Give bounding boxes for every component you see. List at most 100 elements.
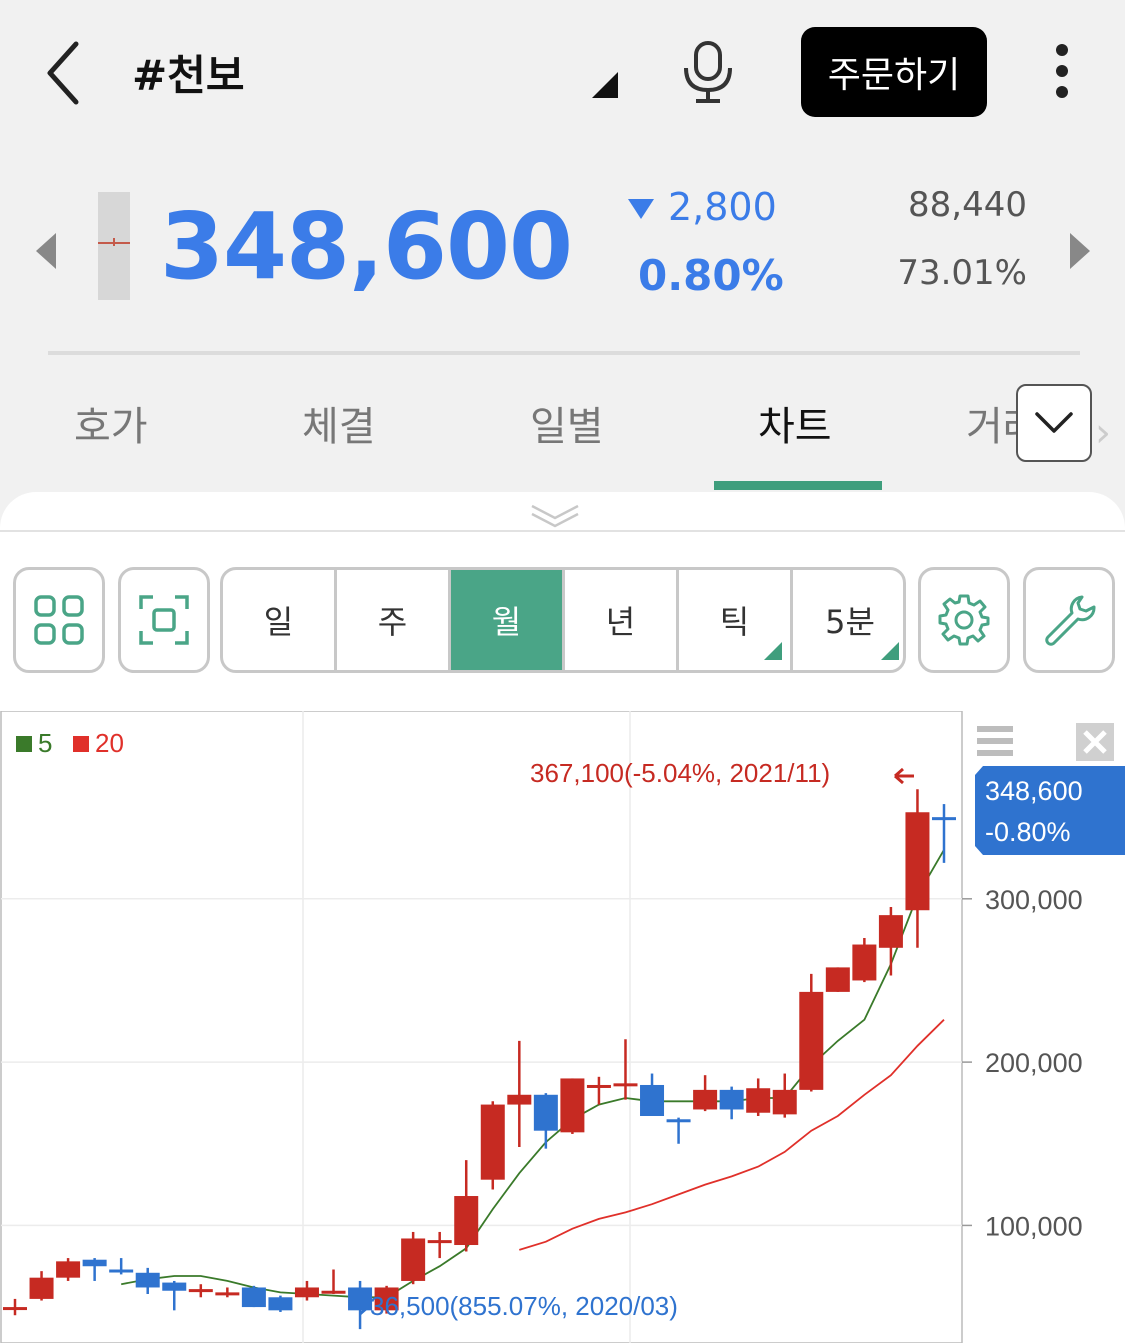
chart-settings-button[interactable] [918, 567, 1010, 673]
price-change-pct: 0.80% [638, 251, 784, 300]
candle [294, 1280, 319, 1301]
candle [640, 1073, 665, 1117]
candle [480, 1101, 505, 1190]
down-triangle-icon [628, 199, 654, 219]
max-arrow-icon [894, 767, 914, 785]
candle [905, 789, 930, 948]
candle [586, 1076, 611, 1105]
tab-chart[interactable]: 차트 [758, 404, 832, 450]
max-price-annotation: 367,100(-5.04%, 2021/11) [530, 758, 830, 788]
candle [109, 1258, 134, 1275]
collapse-grip-icon[interactable] [530, 500, 580, 530]
candle [533, 1093, 558, 1149]
y-tick-label: 100,000 [985, 1211, 1083, 1241]
legend-ma5-swatch [16, 736, 32, 752]
period-week[interactable]: 주 [337, 570, 451, 670]
candle [427, 1231, 452, 1259]
candle [666, 1117, 691, 1144]
wrench-icon [1045, 595, 1096, 646]
y-tick-label: 200,000 [985, 1048, 1083, 1078]
price-change: 2,800 [668, 185, 777, 229]
candle [374, 1285, 399, 1314]
current-price: 348,600 [160, 193, 573, 300]
candle [135, 1267, 160, 1295]
legend-ma20-swatch [73, 736, 89, 752]
active-tab-indicator [714, 481, 882, 490]
tab-orderbook[interactable]: 호가 [74, 404, 148, 450]
period-5min[interactable]: 5분 [793, 570, 903, 670]
order-button[interactable]: 주문하기 [801, 27, 987, 117]
min-price-annotation: 36,500(855.07%, 2020/03) [370, 1291, 678, 1321]
chart-toolbar: 일 주 월 년 틱 5분 [0, 567, 1125, 677]
grid-icon [34, 595, 84, 645]
current-price-tag-change: -0.80% [985, 817, 1071, 847]
stock-dropdown-icon[interactable] [592, 72, 618, 98]
period-selector: 일 주 월 년 틱 5분 [220, 567, 906, 673]
chevron-down-icon [1035, 412, 1073, 433]
divider [48, 351, 1080, 355]
candle [719, 1086, 744, 1120]
legend-ma20-label: 20 [95, 728, 124, 758]
candle [507, 1040, 532, 1148]
period-day[interactable]: 일 [223, 570, 337, 670]
candle [268, 1295, 293, 1312]
back-arrow-icon[interactable] [40, 38, 90, 108]
candle [772, 1073, 797, 1118]
microphone-icon[interactable] [680, 40, 736, 104]
candle [321, 1269, 346, 1295]
ma20-line [519, 1019, 945, 1251]
tab-bar: 호가 체결 일별 차트 거래 › [0, 380, 1125, 490]
fullscreen-button[interactable] [118, 567, 210, 673]
candlestick-chart[interactable]: 300,000 200,000 100,000 5 20 367,100(-5.04… [0, 711, 1125, 1343]
tab-scroll-hint-icon: › [1095, 410, 1111, 456]
candle [878, 906, 903, 976]
min-arrow-icon [349, 1298, 369, 1316]
chart-tools-button[interactable] [1023, 567, 1115, 673]
candle [746, 1078, 771, 1117]
candle [82, 1258, 107, 1281]
trade-volume: 88,440 [908, 185, 1027, 225]
current-price-tag-value: 348,600 [985, 776, 1083, 806]
candle [852, 937, 877, 983]
period-month[interactable]: 월 [451, 570, 565, 670]
chart-panel: 일 주 월 년 틱 5분 300,000 200,000 100,000 [0, 492, 1125, 1343]
candle [613, 1039, 638, 1100]
more-menu-icon[interactable] [1050, 44, 1074, 104]
current-price-tag [975, 766, 1125, 855]
candle [932, 804, 956, 863]
stock-title[interactable]: #천보 [132, 51, 245, 100]
candle [401, 1231, 426, 1285]
tab-daily[interactable]: 일별 [530, 404, 604, 450]
y-tick-label: 300,000 [985, 885, 1083, 915]
mini-candle-icon [98, 192, 130, 300]
top-bar: #천보 주문하기 [0, 0, 1125, 150]
gear-icon [938, 594, 990, 646]
tab-next[interactable]: 거래 [966, 404, 1016, 450]
candle [825, 967, 850, 992]
next-stock-arrow-icon[interactable] [1070, 233, 1090, 269]
candle [29, 1271, 54, 1301]
chart-close-icon[interactable] [1076, 723, 1114, 761]
chart-menu-icon[interactable] [977, 726, 1013, 756]
candle [454, 1160, 479, 1252]
price-chart[interactable]: 300,000 200,000 100,000 5 20 367,100(-5.04… [0, 711, 1125, 1343]
quote-summary: 348,600 2,800 0.80% 88,440 73.01% [0, 175, 1125, 325]
tab-expand-button[interactable] [1016, 384, 1092, 462]
volume-ratio: 73.01% [897, 253, 1027, 293]
candle [56, 1258, 81, 1281]
candle [799, 973, 824, 1092]
fullscreen-icon [139, 595, 189, 645]
tab-trades[interactable]: 체결 [302, 404, 376, 450]
legend-ma5-label: 5 [38, 728, 52, 758]
candle [188, 1284, 213, 1298]
period-tick[interactable]: 틱 [679, 570, 793, 670]
candle [693, 1075, 718, 1112]
prev-stock-arrow-icon[interactable] [36, 233, 56, 269]
candle [560, 1078, 585, 1134]
layout-grid-button[interactable] [13, 567, 105, 673]
candle [3, 1298, 27, 1316]
candle [162, 1280, 187, 1311]
candle [241, 1285, 266, 1308]
candle [215, 1287, 240, 1298]
period-year[interactable]: 년 [565, 570, 679, 670]
